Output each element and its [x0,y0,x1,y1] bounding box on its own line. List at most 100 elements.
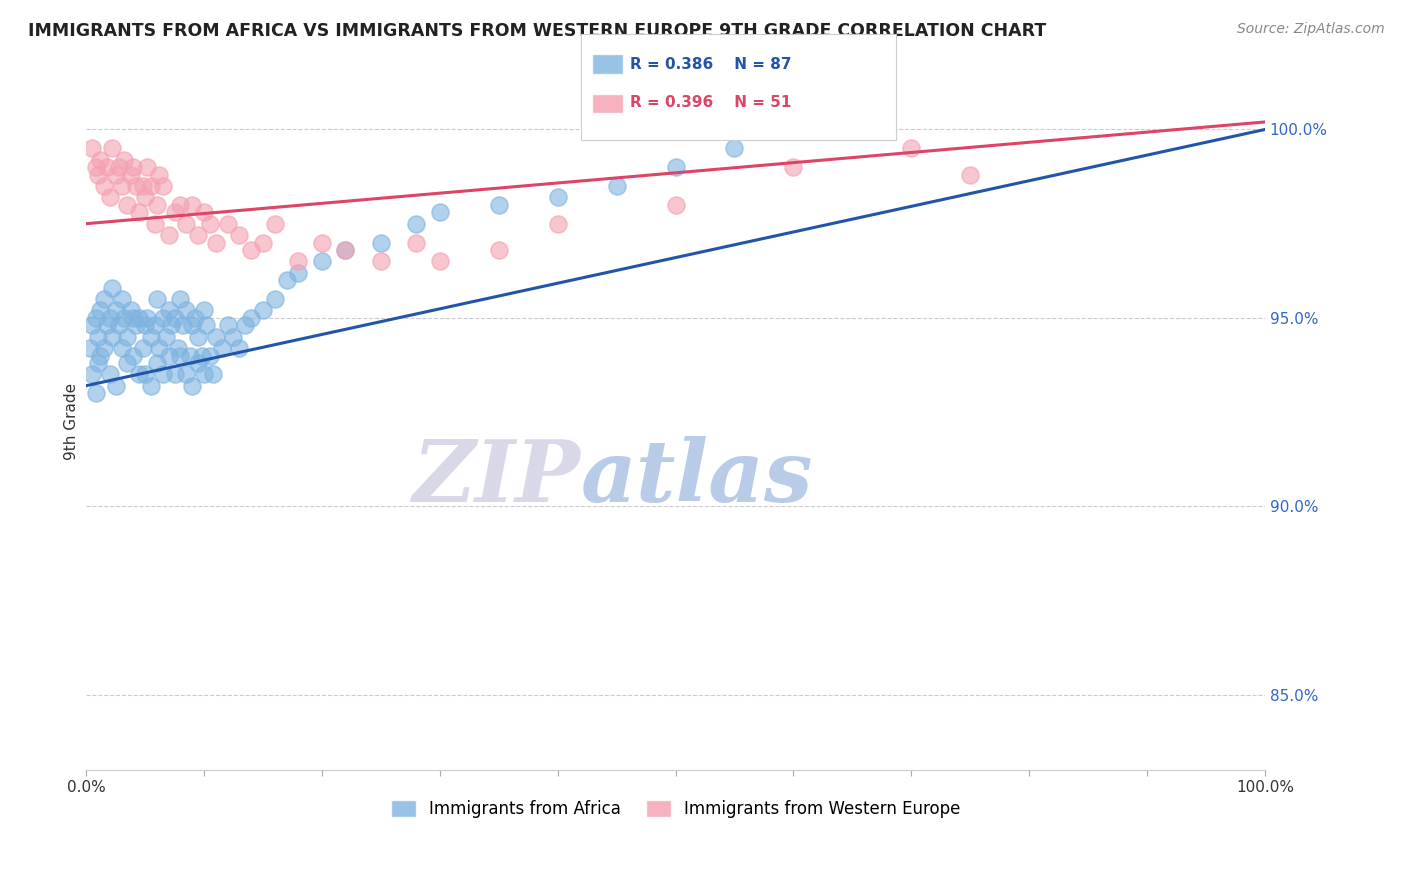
Point [132,179,155,194]
Point [98,310,121,325]
Text: R = 0.386    N = 87: R = 0.386 N = 87 [630,57,792,71]
Point [139,378,162,392]
Point [110,341,132,355]
Point [217,217,239,231]
Point [163,368,186,382]
Point [84,386,107,401]
Point [429,205,451,219]
Point [172,318,194,333]
Point [233,318,256,333]
Point [169,198,191,212]
Point [157,303,180,318]
Text: atlas: atlas [581,435,814,519]
Point [181,198,204,212]
Point [117,356,139,370]
Point [98,190,121,204]
Point [148,341,170,355]
Point [370,254,392,268]
Point [136,160,159,174]
Point [179,349,201,363]
Point [723,141,745,155]
Point [782,160,804,174]
Point [143,318,166,333]
Point [101,281,124,295]
Point [211,341,233,355]
Point [128,205,150,219]
Point [101,141,124,155]
Point [110,179,132,194]
Point [148,168,170,182]
Point [139,329,162,343]
Point [195,318,218,333]
Point [104,303,127,318]
Point [240,243,263,257]
Point [87,168,110,182]
Point [87,356,110,370]
Point [87,329,110,343]
Point [900,141,922,155]
Point [311,254,333,268]
Point [132,341,155,355]
Point [157,227,180,242]
Point [202,368,225,382]
Point [80,318,103,333]
Point [89,349,111,363]
Point [664,160,686,174]
Point [183,310,205,325]
Point [405,217,427,231]
Point [193,368,215,382]
Point [187,356,209,370]
Point [134,368,156,382]
Point [335,243,357,257]
Point [222,329,245,343]
Point [547,190,569,204]
Point [547,217,569,231]
Point [117,198,139,212]
Text: ZIP: ZIP [413,435,581,519]
Point [146,356,169,370]
Text: IMMIGRANTS FROM AFRICA VS IMMIGRANTS FROM WESTERN EUROPE 9TH GRADE CORRELATION C: IMMIGRANTS FROM AFRICA VS IMMIGRANTS FRO… [28,22,1046,40]
Point [84,310,107,325]
Point [287,266,309,280]
Point [146,292,169,306]
Point [276,273,298,287]
Point [198,217,221,231]
Point [80,141,103,155]
Point [124,318,146,333]
Point [176,303,198,318]
Point [96,318,118,333]
Point [98,368,121,382]
Point [252,303,274,318]
Point [204,329,226,343]
Point [93,341,115,355]
Point [228,341,250,355]
Point [488,243,510,257]
Point [181,378,204,392]
Point [370,235,392,250]
Point [187,329,209,343]
Point [155,329,177,343]
Point [112,310,135,325]
Point [169,292,191,306]
Point [335,243,357,257]
Point [89,303,111,318]
Point [79,341,101,355]
Point [152,179,174,194]
Point [143,217,166,231]
Point [120,168,142,182]
Point [240,310,263,325]
Point [110,292,132,306]
Point [93,292,115,306]
Point [311,235,333,250]
Point [128,368,150,382]
Point [190,349,212,363]
Point [146,198,169,212]
Point [89,153,111,167]
Point [122,160,145,174]
Point [84,160,107,174]
Point [108,318,131,333]
Point [187,227,209,242]
Point [193,303,215,318]
Point [124,179,146,194]
Point [108,160,131,174]
